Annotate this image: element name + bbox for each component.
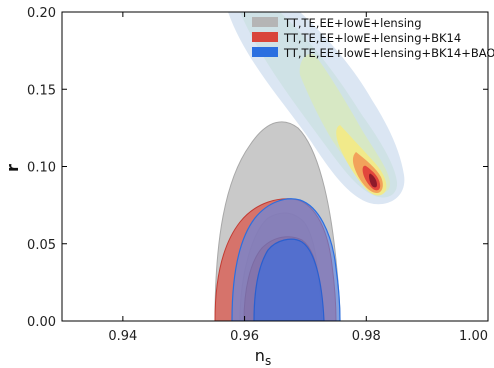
x-tick-label: 0.98 <box>352 329 381 344</box>
legend-label-red: TT,TE,EE+lowE+lensing+BK14 <box>283 31 461 45</box>
x-tick-label: 1.00 <box>459 329 488 344</box>
x-axis: 0.94 0.96 0.98 1.00 <box>108 12 489 344</box>
series-blue <box>231 198 341 321</box>
y-axis-title: r <box>3 164 22 172</box>
legend-swatch-red <box>252 32 278 42</box>
y-tick-label: 0.15 <box>27 83 56 98</box>
x-axis-title: ns <box>255 346 271 368</box>
bg-level-7 <box>369 173 377 188</box>
y-tick-label: 0.20 <box>27 6 56 21</box>
legend-swatch-blue <box>252 47 278 57</box>
blue-68-contour <box>253 238 325 321</box>
legend-swatch-grey <box>252 17 278 27</box>
legend-label-grey: TT,TE,EE+lowE+lensing <box>283 16 422 30</box>
y-tick-label: 0.05 <box>27 238 56 253</box>
legend: TT,TE,EE+lowE+lensing TT,TE,EE+lowE+lens… <box>252 16 494 60</box>
x-axis-title-sub: s <box>265 354 271 368</box>
x-axis-title-main: n <box>255 346 265 365</box>
y-tick-label: 0.10 <box>27 161 56 176</box>
y-axis: 0.00 0.05 0.10 0.15 0.20 <box>27 6 488 330</box>
x-tick-label: 0.94 <box>108 329 137 344</box>
y-tick-label: 0.00 <box>27 315 56 330</box>
x-tick-label: 0.96 <box>230 329 259 344</box>
legend-label-blue: TT,TE,EE+lowE+lensing+BK14+BAO <box>283 46 494 60</box>
background-constraint <box>228 12 405 205</box>
